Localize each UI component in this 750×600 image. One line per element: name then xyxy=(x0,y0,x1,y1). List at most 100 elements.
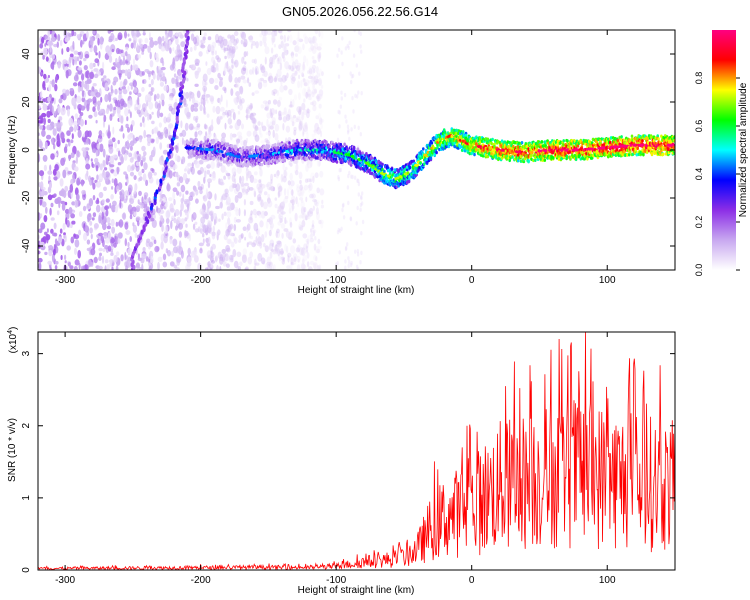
spectrogram-noise-cell xyxy=(191,64,196,69)
spectrogram-noise-cell xyxy=(335,262,338,267)
spectrogram-noise-cell xyxy=(211,243,216,250)
spectrogram-ridge-cell xyxy=(186,141,190,145)
spectrogram-noise-cell xyxy=(302,74,305,78)
spectrogram-noise-cell xyxy=(282,44,288,53)
spectrogram-noise-cell xyxy=(98,256,102,261)
spectrogram-noise-cell xyxy=(252,125,258,129)
spectrogram-noise-cell xyxy=(54,75,58,84)
spectrogram-noise-cell xyxy=(58,137,61,145)
spectrogram-noise-cell xyxy=(309,207,314,215)
spectrogram-noise-cell xyxy=(48,245,53,249)
spectrogram-noise-cell xyxy=(71,30,75,37)
spectrogram-noise-cell xyxy=(242,226,247,231)
spectrogram-noise-cell xyxy=(278,213,281,220)
spectrogram-noise-cell xyxy=(307,75,313,80)
spectrogram-ridge-cell xyxy=(435,150,438,155)
spectrogram-noise-cell xyxy=(109,202,112,209)
spectrogram-noise-cell xyxy=(269,56,274,65)
spectrogram-noise-cell xyxy=(83,99,88,109)
spectrogram-noise-cell xyxy=(294,45,300,53)
spectrogram-noise-cell xyxy=(89,62,94,70)
spectrogram-noise-cell xyxy=(266,256,271,265)
spectrogram-noise-cell xyxy=(256,71,259,75)
spectrogram-noise-cell xyxy=(287,108,291,118)
spectrogram-noise-cell xyxy=(228,202,232,210)
spectrogram-noise-cell xyxy=(301,213,306,218)
spectrogram-noise-cell xyxy=(306,109,311,114)
spectrogram-noise-cell xyxy=(357,90,360,95)
spectrogram-noise-cell xyxy=(211,51,215,56)
spectrogram-noise-cell xyxy=(296,264,301,270)
spectrogram-noise-cell xyxy=(207,36,212,41)
spectrogram-noise-cell xyxy=(293,258,297,263)
spectrogram-noise-cell xyxy=(286,112,290,117)
spectrogram-noise-cell xyxy=(293,159,298,164)
spectrogram-noise-cell xyxy=(278,185,283,193)
spectrogram-noise-cell xyxy=(132,224,137,233)
spectrogram-noise-cell xyxy=(94,157,99,164)
spectrogram-noise-cell xyxy=(347,45,350,50)
spectrogram-noise-cell xyxy=(44,251,48,256)
spectrogram-noise-cell xyxy=(104,82,109,91)
spectrogram-noise-cell xyxy=(148,241,154,248)
spectrogram-noise-cell xyxy=(317,52,322,60)
spectrogram-noise-cell xyxy=(94,58,99,64)
spectrogram-noise-cell xyxy=(123,171,127,175)
spectrogram-noise-cell xyxy=(84,53,90,59)
spectrogram-noise-cell xyxy=(357,178,360,184)
spectrogram-noise-cell xyxy=(359,31,362,37)
spectrogram-noise-cell xyxy=(119,98,125,106)
spectrogram-noise-cell xyxy=(291,203,294,212)
spectrogram-noise-cell xyxy=(157,261,160,270)
spectrogram-noise-cell xyxy=(89,220,93,226)
spectrogram-noise-cell xyxy=(162,253,167,261)
spectrogram-noise-cell xyxy=(157,131,162,138)
spectrogram-noise-cell xyxy=(290,261,295,266)
spectrogram-noise-cell xyxy=(279,218,283,223)
spectrogram-noise-cell xyxy=(262,73,265,77)
spectrogram-noise-cell xyxy=(303,109,308,116)
spectrogram-noise-cell xyxy=(71,220,76,225)
spectrogram-noise-cell xyxy=(104,205,109,210)
spectrogram-noise-cell xyxy=(209,210,214,217)
spectrogram-noise-cell xyxy=(278,110,281,119)
spectrogram-noise-cell xyxy=(313,75,319,85)
spectrogram-noise-cell xyxy=(288,207,292,214)
spectrogram-noise-cell xyxy=(304,121,308,130)
spectrogram-noise-cell xyxy=(184,217,188,222)
spectrogram-noise-cell xyxy=(361,219,365,225)
spectrogram-noise-cell xyxy=(311,229,317,234)
spectrogram-noise-cell xyxy=(41,36,45,44)
spectrogram-noise-cell xyxy=(296,116,301,120)
spectrogram-noise-cell xyxy=(309,193,314,199)
spectrogram-noise-cell xyxy=(47,96,51,103)
spectrogram-noise-cell xyxy=(202,98,206,107)
spectrogram-noise-cell xyxy=(113,254,118,263)
spectrogram-noise-cell xyxy=(226,44,230,51)
spectrogram-noise-cell xyxy=(46,134,52,140)
spectrogram-noise-cell xyxy=(291,67,295,72)
spectrogram-noise-cell xyxy=(117,112,121,118)
spectrogram-noise-cell xyxy=(57,105,61,114)
spectrogram-noise-cell xyxy=(41,112,47,118)
spectrogram-noise-cell xyxy=(306,238,310,245)
spectrogram-noise-cell xyxy=(241,123,244,130)
spectrogram-noise-cell xyxy=(109,155,115,164)
spectrogram-noise-cell xyxy=(292,258,297,265)
spectrogram-noise-cell xyxy=(168,197,173,202)
spectrogram-noise-cell xyxy=(79,112,84,116)
spectrogram-noise-cell xyxy=(236,81,240,89)
spectrogram-noise-cell xyxy=(288,88,293,96)
spectrogram-noise-cell xyxy=(309,260,315,266)
spectrogram-noise-cell xyxy=(274,132,279,141)
spectrogram-noise-cell xyxy=(341,207,344,213)
spectrogram-noise-cell xyxy=(320,71,324,77)
spectrogram-noise-cell xyxy=(67,190,72,198)
spectrogram-noise-cell xyxy=(141,196,144,204)
spectrogram-noise-cell xyxy=(206,100,209,104)
spectrogram-noise-cell xyxy=(113,170,118,177)
spectrogram-noise-cell xyxy=(301,219,306,228)
spectrogram-noise-cell xyxy=(51,79,55,88)
spectrogram-noise-cell xyxy=(50,217,55,221)
